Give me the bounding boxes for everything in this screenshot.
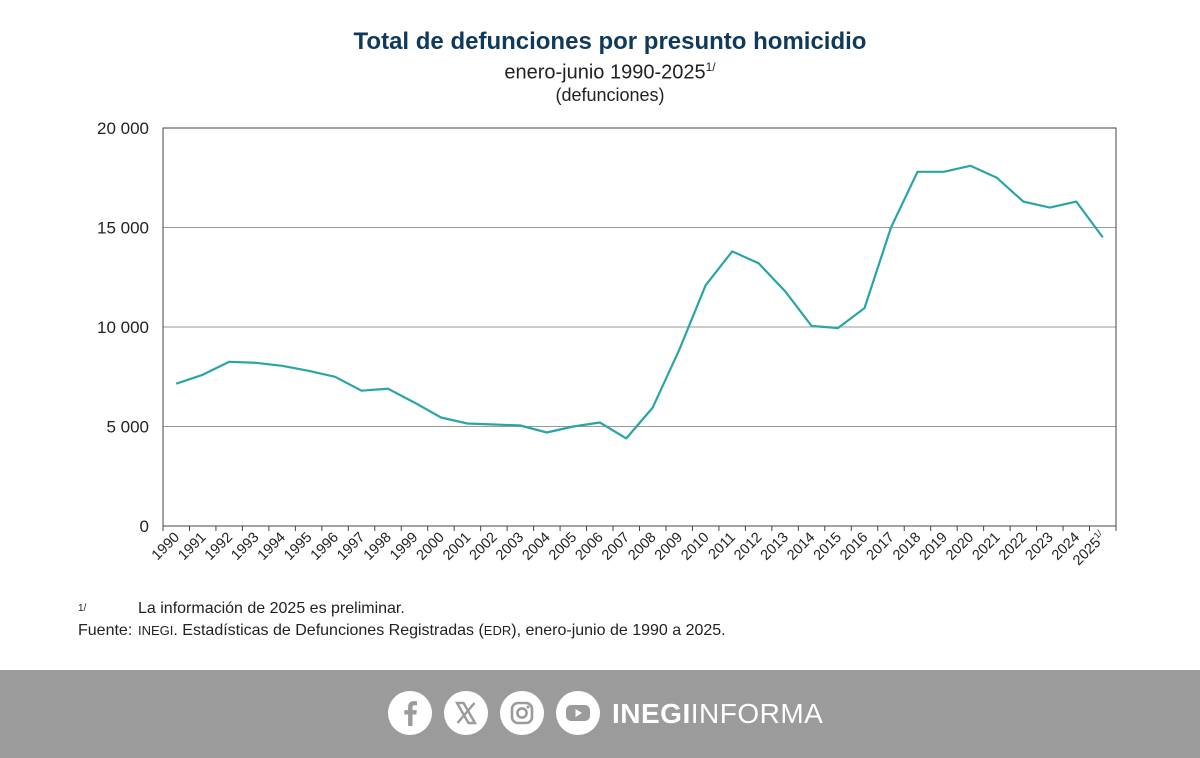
x-tick-label: 2012: [731, 530, 765, 564]
x-tick-label: 2006: [572, 530, 606, 564]
brand-light: INFORMA: [690, 698, 824, 729]
x-tick-label: 2020: [943, 530, 977, 564]
x-tick-mark-label: 1/: [1092, 528, 1105, 541]
x-tick-label: 2008: [625, 530, 659, 564]
x-tick-label: 2016: [837, 530, 871, 564]
y-tick-label: 5 000: [106, 418, 149, 437]
x-tick-label: 1999: [387, 530, 421, 564]
y-tick-label: 20 000: [97, 119, 149, 138]
x-tick-label: 1993: [228, 530, 262, 564]
x-tick-label: 2005: [546, 530, 580, 564]
series-line: [175, 164, 1104, 440]
x-tick-label: 2010: [678, 530, 712, 564]
y-tick-label: 15 000: [97, 219, 149, 238]
x-tick-label: 2014: [784, 530, 818, 564]
facebook-icon[interactable]: [388, 691, 432, 735]
x-tick-label: 2003: [493, 530, 527, 564]
grid-lines: [163, 227, 1116, 427]
x-tick-label: 2021: [970, 530, 1004, 564]
footer-bar: INEGIINFORMA: [0, 670, 1200, 758]
source-text-a: . Estadísticas de Defunciones Registrada…: [173, 622, 484, 639]
x-tick-label: 2009: [652, 530, 686, 564]
x-tick-label: 2007: [599, 530, 633, 564]
x-tick-label: 2019: [917, 530, 951, 564]
chart-title: Total de defunciones por presunto homici…: [353, 28, 867, 55]
note-preliminary: 1/La información de 2025 es preliminar.: [78, 598, 726, 620]
x-tick-label: 2001: [440, 530, 474, 564]
x-tick-label: 2022: [996, 530, 1030, 564]
source-abbr: EDR: [483, 623, 512, 638]
x-tick-label: 1995: [281, 530, 315, 564]
chart-subtitle: enero-junio 1990-20251/: [0, 60, 1200, 85]
x-tick-label: 2013: [758, 530, 792, 564]
subtitle-mark: 1/: [705, 60, 716, 74]
x-tick-label: 1991: [175, 530, 209, 564]
youtube-icon[interactable]: [556, 691, 600, 735]
subtitle-text: enero-junio 1990-2025: [504, 61, 706, 84]
note-preliminary-text: La información de 2025 es preliminar.: [138, 600, 405, 617]
note-source: Fuente: INEGI. Estadísticas de Defuncione…: [78, 620, 726, 642]
source-text-b: ), enero-junio de 1990 a 2025.: [511, 622, 726, 639]
x-tick-label: 2004: [520, 530, 554, 564]
y-axis: 0 5 000 10 000 15 000 20 000: [97, 119, 149, 536]
x-tick-label: 1992: [202, 530, 236, 564]
x-tick-label: 2000: [414, 530, 448, 564]
y-tick-label: 10 000: [97, 318, 149, 337]
x-tick-label: 2011: [706, 530, 739, 563]
x-tick-label: 2015: [811, 530, 845, 564]
x-tick-label: 2023: [1023, 530, 1057, 564]
note-mark: 1/: [78, 603, 87, 614]
x-axis: 1990199119921993199419951996199719981999…: [149, 526, 1117, 569]
x-tick-label: 1997: [334, 530, 368, 564]
source-org: INEGI: [138, 623, 174, 638]
x-tick-label: 2018: [890, 530, 924, 564]
x-tick-label: 1998: [361, 530, 395, 564]
x-tick-label: 1990: [149, 530, 183, 564]
brand-wordmark: INEGIINFORMA: [612, 698, 823, 730]
x-tick-label: 2002: [467, 530, 501, 564]
chart-units: (defunciones): [555, 85, 665, 105]
x-tick-label: 2017: [864, 530, 898, 564]
x-icon[interactable]: [444, 691, 488, 735]
instagram-icon[interactable]: [500, 691, 544, 735]
chart-notes: 1/La información de 2025 es preliminar. …: [78, 598, 726, 642]
x-tick-label: 1994: [255, 530, 289, 564]
x-tick-label: 1996: [308, 530, 342, 564]
brand-bold: INEGI: [612, 698, 691, 729]
source-label: Fuente:: [78, 622, 133, 639]
y-tick-label: 0: [140, 517, 149, 536]
